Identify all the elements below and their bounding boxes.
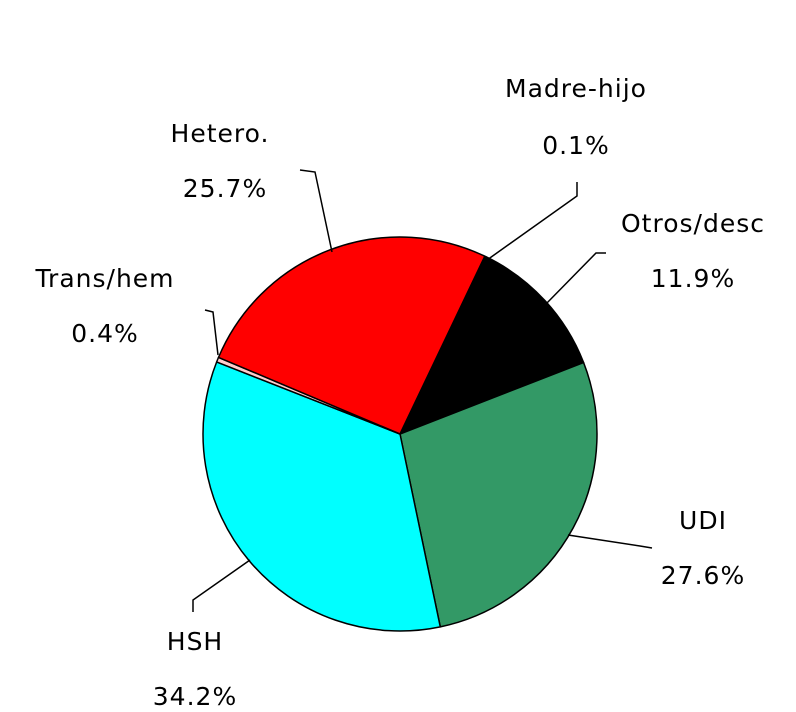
leader-line — [544, 252, 606, 306]
leader-line — [299, 169, 333, 253]
pie-slice — [217, 236, 486, 435]
leader-line — [486, 182, 578, 261]
value-label: 0.4% — [71, 319, 139, 348]
value-label: 25.7% — [183, 174, 267, 203]
value-label: 11.9% — [651, 264, 735, 293]
value-label: 27.6% — [661, 561, 745, 590]
pie-slice — [399, 361, 598, 628]
leader-line — [567, 534, 653, 549]
pie-slice — [399, 255, 585, 435]
slice-label: Madre-hijo — [505, 74, 647, 103]
value-label: 0.1% — [542, 131, 610, 160]
leader-line — [192, 559, 251, 612]
slice-label: Otros/desc — [621, 209, 765, 238]
value-label: 34.2% — [153, 682, 237, 711]
slice-label: Trans/hem — [34, 264, 174, 293]
slice-label: Hetero. — [171, 119, 270, 148]
leader-line — [204, 309, 219, 356]
slice-label: UDI — [679, 506, 727, 535]
slice-label: HSH — [167, 627, 223, 656]
